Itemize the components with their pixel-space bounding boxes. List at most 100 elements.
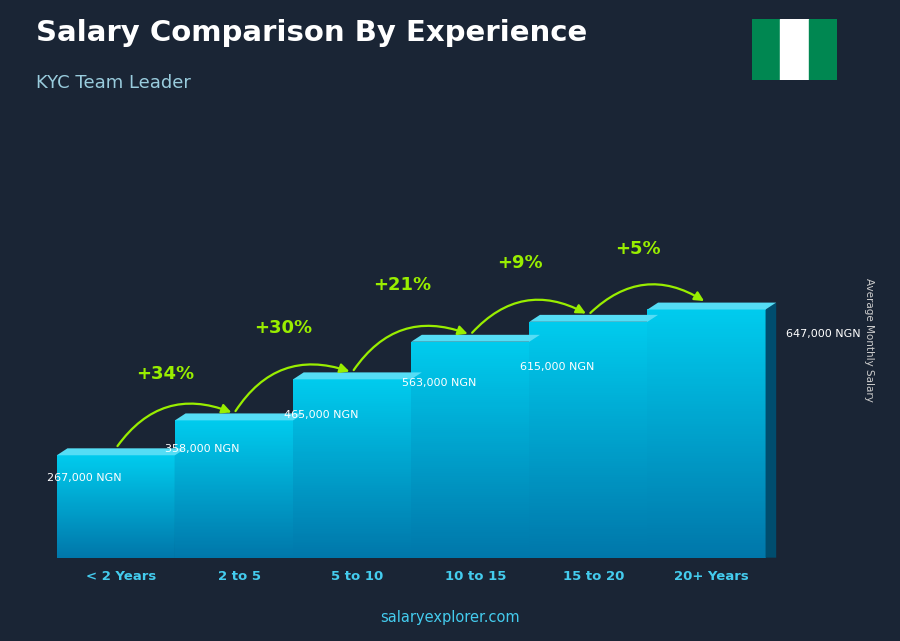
Bar: [57, 457, 175, 458]
Bar: [293, 461, 411, 463]
Bar: [411, 534, 529, 536]
Bar: [647, 538, 766, 540]
Bar: [647, 445, 766, 449]
Bar: [529, 338, 647, 340]
Bar: [647, 436, 766, 438]
Bar: [175, 420, 293, 422]
Bar: [293, 479, 411, 481]
Bar: [647, 426, 766, 429]
Bar: [647, 428, 766, 431]
Bar: [647, 337, 766, 339]
Bar: [57, 467, 175, 469]
Bar: [293, 522, 411, 524]
Bar: [411, 473, 529, 476]
Bar: [647, 411, 766, 413]
Bar: [529, 461, 647, 463]
Bar: [293, 526, 411, 528]
Bar: [411, 354, 529, 357]
Bar: [293, 420, 411, 422]
Bar: [293, 385, 411, 387]
Bar: [175, 467, 293, 469]
Bar: [293, 437, 411, 438]
Bar: [175, 542, 293, 544]
Bar: [647, 458, 766, 461]
Bar: [411, 430, 529, 433]
Polygon shape: [175, 413, 303, 420]
Bar: [647, 463, 766, 466]
Bar: [293, 408, 411, 410]
Bar: [293, 552, 411, 554]
Bar: [529, 331, 647, 333]
Bar: [411, 376, 529, 378]
Bar: [529, 529, 647, 532]
Bar: [57, 483, 175, 484]
Bar: [175, 462, 293, 463]
Bar: [529, 336, 647, 338]
Bar: [293, 454, 411, 456]
Bar: [293, 531, 411, 533]
Bar: [175, 430, 293, 431]
Bar: [411, 421, 529, 424]
Bar: [411, 528, 529, 529]
Bar: [529, 442, 647, 444]
Bar: [647, 542, 766, 545]
Bar: [175, 551, 293, 552]
Bar: [647, 485, 766, 488]
Bar: [647, 453, 766, 456]
Bar: [529, 371, 647, 374]
Bar: [752, 19, 780, 80]
Bar: [411, 363, 529, 365]
Bar: [411, 348, 529, 351]
Bar: [647, 356, 766, 359]
Bar: [175, 444, 293, 445]
Bar: [411, 342, 529, 344]
Bar: [57, 494, 175, 495]
Bar: [529, 329, 647, 331]
Bar: [411, 400, 529, 402]
Bar: [293, 404, 411, 406]
Bar: [529, 350, 647, 353]
Text: 20+ Years: 20+ Years: [674, 570, 749, 583]
Bar: [411, 493, 529, 495]
Bar: [293, 519, 411, 520]
Bar: [647, 530, 766, 533]
Bar: [647, 540, 766, 543]
Bar: [57, 513, 175, 515]
Text: KYC Team Leader: KYC Team Leader: [36, 74, 191, 92]
Bar: [411, 383, 529, 385]
Bar: [175, 533, 293, 535]
Bar: [529, 510, 647, 513]
Bar: [808, 19, 837, 80]
Bar: [411, 417, 529, 419]
Bar: [293, 465, 411, 467]
Bar: [529, 419, 647, 421]
Bar: [411, 488, 529, 491]
Bar: [57, 544, 175, 545]
Bar: [529, 388, 647, 390]
Bar: [175, 427, 293, 429]
Bar: [647, 327, 766, 329]
Text: 5 to 10: 5 to 10: [331, 570, 383, 583]
Bar: [293, 545, 411, 547]
Bar: [529, 409, 647, 412]
Bar: [293, 486, 411, 488]
Bar: [175, 522, 293, 523]
Bar: [411, 465, 529, 467]
Bar: [647, 478, 766, 481]
Bar: [175, 538, 293, 540]
Bar: [529, 524, 647, 527]
Bar: [293, 478, 411, 479]
Polygon shape: [57, 448, 185, 455]
Bar: [293, 543, 411, 545]
Bar: [411, 419, 529, 422]
Bar: [647, 362, 766, 364]
Bar: [57, 474, 175, 475]
Bar: [411, 445, 529, 447]
Bar: [175, 435, 293, 437]
Bar: [293, 499, 411, 501]
Bar: [529, 479, 647, 482]
Bar: [647, 364, 766, 367]
Bar: [647, 456, 766, 458]
Bar: [293, 445, 411, 447]
Bar: [647, 419, 766, 421]
